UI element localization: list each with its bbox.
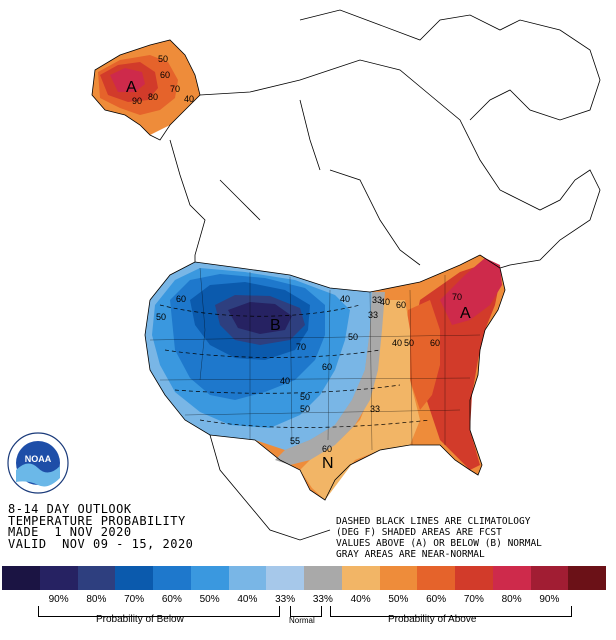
forecast-map: B N A A 50 60 70 80 90 40 60 50 40 33 50… <box>7 9 601 541</box>
legend-below-label: Probability of Below <box>96 614 184 625</box>
svg-text:40: 40 <box>392 338 402 348</box>
conus-shading <box>145 255 505 500</box>
legend-swatch-15 <box>568 566 606 590</box>
legend-swatch-2 <box>77 566 116 590</box>
legend-swatch-13 <box>492 566 531 590</box>
svg-text:50: 50 <box>158 54 168 64</box>
legend-normal-label: Normal <box>289 616 315 625</box>
legend-tick-8: 40% <box>350 594 371 605</box>
svg-text:90: 90 <box>132 96 142 106</box>
marker-above-alaska: A <box>126 79 137 96</box>
legend-swatch-9 <box>341 566 380 590</box>
marker-near-south: N <box>322 455 334 472</box>
legend-ticks: 90% 80% 70% 60% 50% 40% 33% 33% 40% 50% 60% 70% 80% 9… <box>2 594 606 605</box>
noaa-logo: NOAA <box>7 432 69 494</box>
legend-swatch-3 <box>115 566 153 590</box>
svg-text:50: 50 <box>404 338 414 348</box>
header-title: 8-14 DAY OUTLOOK <box>8 502 132 516</box>
svg-text:40: 40 <box>340 294 350 304</box>
legend-tick-5: 40% <box>237 594 258 605</box>
legend-swatch-14 <box>530 566 569 590</box>
legend-above-label: Probability of Above <box>388 614 477 625</box>
outlook-header: 8-14 DAY OUTLOOK TEMPERATURE PROBABILITY M… <box>8 502 194 551</box>
legend-tick-9: 50% <box>388 594 409 605</box>
svg-text:40: 40 <box>184 94 194 104</box>
legend-tick-6: 33% <box>275 594 296 605</box>
above-bracket <box>330 606 572 617</box>
svg-text:60: 60 <box>176 294 186 304</box>
legend-tick-0: 90% <box>48 594 69 605</box>
legend-swatch-8 <box>304 566 342 590</box>
contour-lines <box>159 304 431 428</box>
legend-swatch-6 <box>228 566 267 590</box>
legend-tick-3: 60% <box>161 594 182 605</box>
legend-tick-7: 33% <box>312 594 333 605</box>
marker-below-west: B <box>270 317 281 334</box>
header-made-date: MADE 1 NOV 2020 <box>8 525 132 539</box>
header-valid-range: VALID NOV 09 - 15, 2020 <box>8 536 194 551</box>
svg-text:50: 50 <box>300 392 310 402</box>
tick-pad <box>2 594 40 605</box>
legend-tick-2: 70% <box>124 594 145 605</box>
legend-tick-12: 80% <box>501 594 522 605</box>
header-variable: TEMPERATURE PROBABILITY <box>8 513 186 528</box>
map-notes: DASHED BLACK LINES ARE CLIMATOLOGY (DEG F… <box>336 516 542 560</box>
category-markers: B N A A <box>126 79 471 472</box>
svg-text:60: 60 <box>160 70 170 80</box>
alaska-shading <box>92 40 200 135</box>
legend-swatch-11 <box>417 566 455 590</box>
svg-text:50: 50 <box>300 404 310 414</box>
svg-text:40: 40 <box>280 376 290 386</box>
legend-swatch-4 <box>153 566 191 590</box>
noaa-logo-text: NOAA <box>25 454 52 464</box>
svg-text:55: 55 <box>290 436 300 446</box>
svg-text:33: 33 <box>372 295 382 305</box>
svg-text:70: 70 <box>452 292 462 302</box>
legend-swatch-10 <box>379 566 418 590</box>
legend-swatch-12 <box>455 566 493 590</box>
svg-text:40: 40 <box>380 297 390 307</box>
contour-value-labels: 50 60 70 80 90 40 60 50 40 33 50 60 70 5… <box>132 54 462 454</box>
geographic-outlines <box>91 9 601 541</box>
svg-text:60: 60 <box>396 300 406 310</box>
legend-colorbar <box>2 566 606 590</box>
legend-tick-4: 50% <box>199 594 220 605</box>
legend-tick-1: 80% <box>86 594 107 605</box>
legend-swatch-0 <box>2 566 40 590</box>
svg-text:80: 80 <box>148 92 158 102</box>
svg-text:60: 60 <box>322 362 332 372</box>
legend-tick-10: 60% <box>426 594 447 605</box>
state-lines <box>149 267 481 451</box>
legend-tick-13: 90% <box>539 594 560 605</box>
svg-text:60: 60 <box>430 338 440 348</box>
legend-tick-11: 70% <box>463 594 484 605</box>
svg-text:70: 70 <box>296 342 306 352</box>
tick-pad <box>568 594 606 605</box>
legend-swatch-1 <box>39 566 78 590</box>
legend-swatch-7 <box>266 566 304 590</box>
normal-bracket <box>290 606 322 617</box>
svg-text:50: 50 <box>348 332 358 342</box>
svg-text:70: 70 <box>170 84 180 94</box>
marker-above-northeast: A <box>460 305 471 322</box>
svg-text:33: 33 <box>368 310 378 320</box>
svg-text:50: 50 <box>156 312 166 322</box>
legend-swatch-5 <box>190 566 229 590</box>
below-bracket <box>38 606 280 617</box>
svg-text:60: 60 <box>322 444 332 454</box>
svg-text:33: 33 <box>370 404 380 414</box>
